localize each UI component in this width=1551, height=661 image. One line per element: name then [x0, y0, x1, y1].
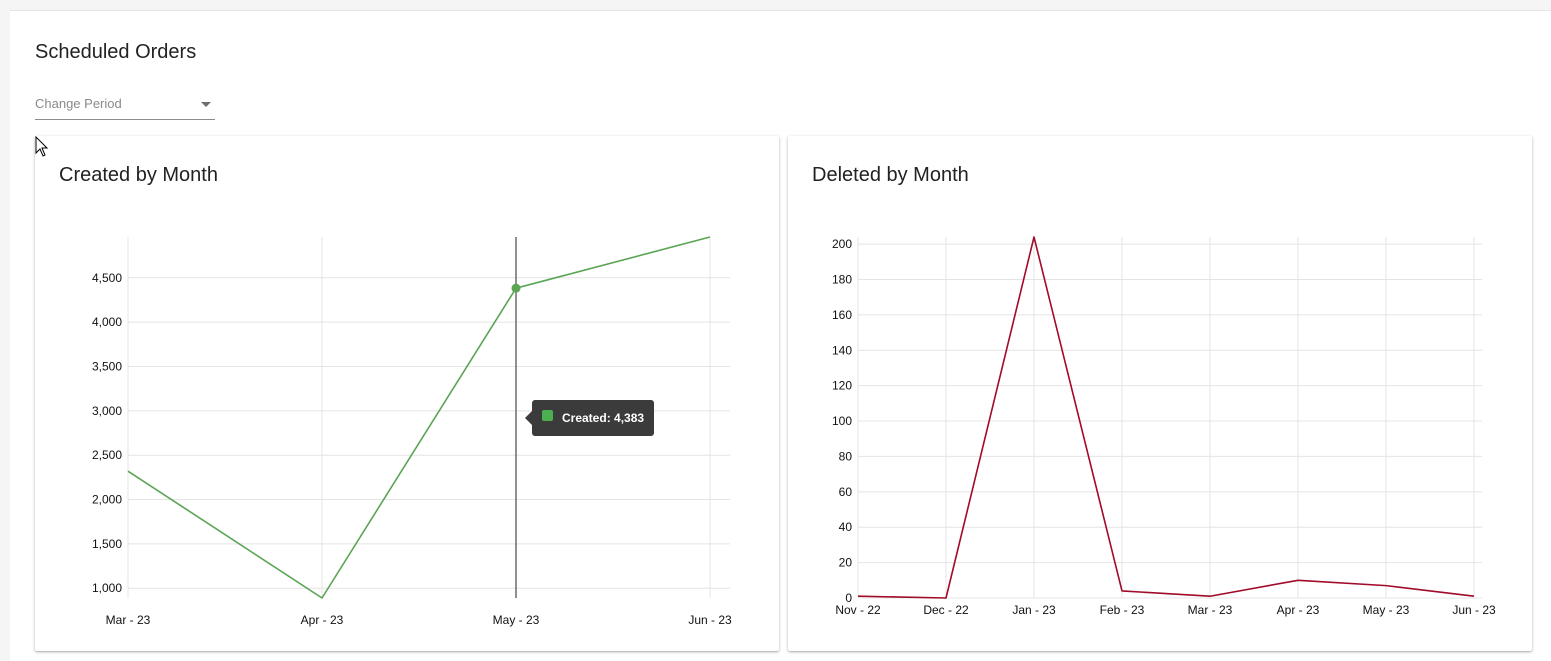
y-tick-label: 4,500 [92, 271, 122, 285]
chart-tooltip: Created: 4,383 [524, 400, 655, 436]
created-series-line[interactable] [127, 236, 711, 599]
y-tick-label: 100 [832, 414, 852, 428]
y-tick-label: 4,000 [92, 315, 122, 329]
x-tick-label: Dec - 22 [923, 603, 969, 617]
deleted-by-month-chart[interactable]: 0 20 40 60 80 100 120 140 160 180 200 Nov - 22 Dec -… [788, 136, 1532, 651]
deleted-by-month-card: Deleted by Month 0 20 40 60 80 100 120 140 160 18… [788, 136, 1532, 651]
y-tick-label: 80 [839, 449, 853, 463]
deleted-series-line[interactable] [857, 236, 1475, 599]
y-tick-label: 180 [832, 272, 852, 286]
y-tick-label: 40 [839, 520, 853, 534]
y-tick-label: 1,000 [92, 581, 122, 595]
x-tick-label: Nov - 22 [835, 603, 881, 617]
y-tick-label: 140 [832, 343, 852, 357]
change-period-placeholder: Change Period [35, 96, 122, 111]
scheduled-orders-page: Scheduled Orders Change Period Created b… [10, 10, 1551, 661]
x-tick-label: Jan - 23 [1012, 603, 1056, 617]
y-tick-label: 0 [845, 591, 852, 605]
x-tick-label: Apr - 23 [301, 613, 344, 627]
change-period-select[interactable]: Change Period [35, 95, 215, 120]
tooltip-value: 4,383 [614, 411, 645, 425]
y-tick-label: 60 [839, 485, 853, 499]
y-tick-label: 2,000 [92, 493, 122, 507]
tooltip-series-swatch [542, 409, 553, 421]
y-tick-label: 3,000 [92, 404, 122, 418]
y-tick-label: 2,500 [92, 448, 122, 462]
y-tick-label: 1,500 [92, 537, 122, 551]
x-tick-label: Jun - 23 [688, 613, 732, 627]
x-tick-label: May - 23 [1363, 603, 1410, 617]
y-tick-label: 3,500 [92, 359, 122, 373]
created-by-month-chart[interactable]: 1,000 1,500 2,000 2,500 3,000 3,500 4,000 4,500… [35, 136, 779, 651]
created-chart-title: Created by Month [59, 164, 218, 186]
mouse-cursor-icon [35, 136, 49, 157]
x-tick-label: Feb - 23 [1100, 603, 1145, 617]
x-tick-label: Mar - 23 [106, 613, 151, 627]
y-tick-label: 20 [839, 556, 853, 570]
created-data-point[interactable] [511, 283, 521, 293]
y-tick-label: 120 [832, 379, 852, 393]
y-tick-label: 160 [832, 308, 852, 322]
page-title: Scheduled Orders [35, 41, 197, 63]
chevron-down-icon[interactable] [201, 102, 211, 107]
x-tick-label: Apr - 23 [1277, 603, 1320, 617]
created-by-month-card: Created by Month 1,000 1,500 2,000 2,500 3,0… [35, 136, 779, 651]
x-tick-label: May - 23 [493, 613, 540, 627]
x-tick-label: Mar - 23 [1188, 603, 1233, 617]
deleted-chart-title: Deleted by Month [812, 164, 969, 186]
tooltip-label: Created [562, 411, 607, 425]
y-tick-label: 200 [832, 237, 852, 251]
x-tick-label: Jun - 23 [1452, 603, 1496, 617]
